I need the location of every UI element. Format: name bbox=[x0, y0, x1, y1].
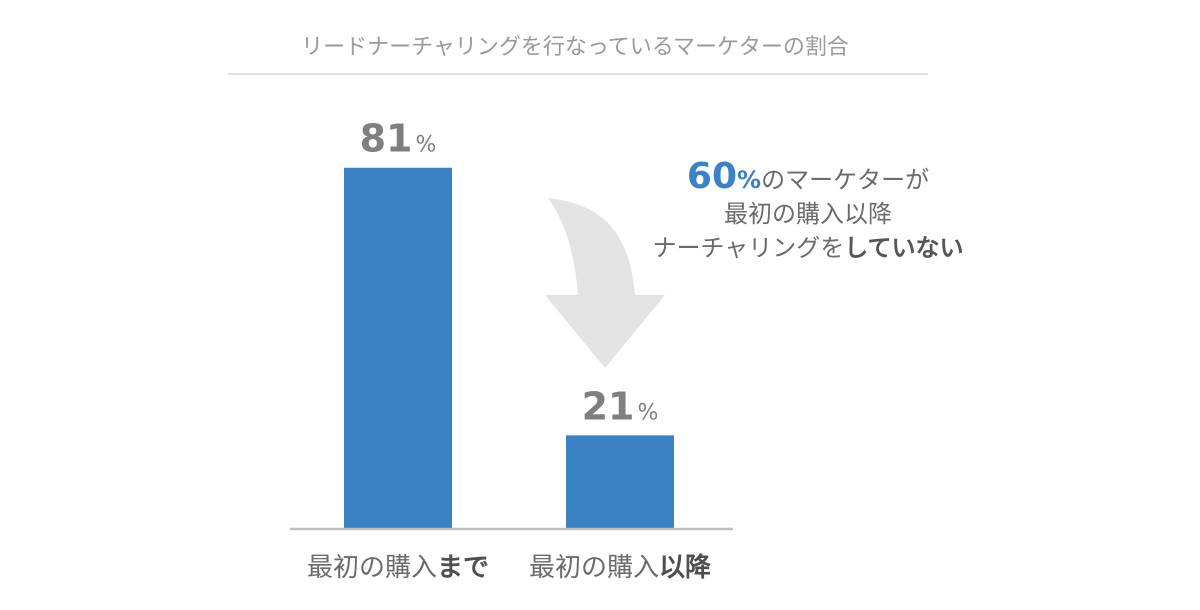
category-label-2: 最初の購入以降 bbox=[529, 553, 712, 583]
category-labels-group: 最初の購入まで 最初の購入以降 bbox=[307, 553, 712, 583]
chart-title: リードナーチャリングを行なっているマーケターの割合 bbox=[301, 35, 849, 60]
annotation-value: 60 bbox=[687, 156, 737, 197]
category-label-emphasis: 以降 bbox=[659, 553, 712, 583]
value-label-1: 81% bbox=[360, 117, 437, 161]
bars-group bbox=[344, 167, 674, 530]
annotation-line-3-prefix: ナーチャリングを bbox=[652, 234, 844, 262]
down-arrow-icon bbox=[545, 198, 665, 368]
value-label-unit: % bbox=[637, 400, 658, 425]
value-label-unit: % bbox=[415, 133, 436, 158]
category-label-prefix: 最初の購入 bbox=[307, 553, 437, 583]
annotation: 60%のマーケターが 最初の購入以降 ナーチャリングをしていない bbox=[652, 156, 963, 262]
value-label-2: 21% bbox=[582, 384, 659, 428]
annotation-line-3: ナーチャリングをしていない bbox=[652, 234, 963, 262]
bar-1 bbox=[344, 167, 452, 530]
annotation-line-1-rest: のマーケターが bbox=[761, 166, 929, 194]
value-labels-group: 81 %21% bbox=[360, 117, 659, 429]
annotation-line-3-emphasis: していない bbox=[844, 234, 963, 262]
category-label-prefix: 最初の購入 bbox=[529, 553, 659, 583]
value-label-number: 81 bbox=[360, 117, 413, 161]
value-label-number: 21 bbox=[582, 384, 635, 428]
category-label-1: 最初の購入まで bbox=[307, 553, 489, 583]
annotation-unit: % bbox=[737, 166, 761, 194]
category-label-emphasis: まで bbox=[437, 553, 489, 583]
annotation-line-1: 60%のマーケターが bbox=[687, 156, 929, 197]
annotation-line-2: 最初の購入以降 bbox=[724, 200, 892, 228]
bar-2 bbox=[566, 435, 674, 529]
